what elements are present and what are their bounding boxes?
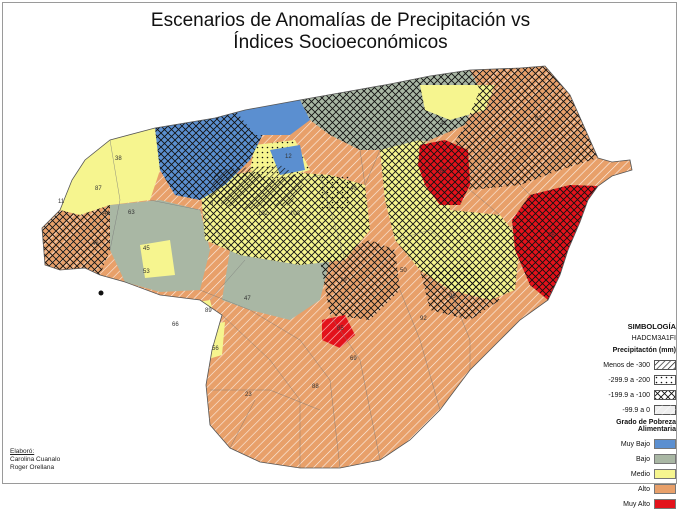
municipality-regions (42, 66, 632, 468)
legend-poverty-title: Grado de Pobreza Alimentaria (616, 419, 676, 433)
legend-item-label: -199.9 a -100 (608, 391, 650, 399)
legend-item-label: -99.9 a 0 (622, 406, 650, 414)
municipality-label: 79 (340, 278, 347, 284)
legend-model: HADCM3A1FI (631, 335, 676, 342)
title-line-2: Índices Socioeconómicos (233, 32, 448, 53)
municipality-label: 3 (210, 201, 214, 207)
municipality-label: 98 (449, 294, 456, 300)
municipality-label: 12 (285, 154, 292, 160)
map-title: Escenarios de Anomalías de Precipitación… (0, 10, 681, 54)
map-legend: SIMBOLOGÍA HADCM3A1FI Precipitactón (mm)… (584, 322, 676, 513)
municipality-label: 40 (350, 186, 357, 192)
municipality-label: 63 (128, 210, 135, 216)
legend-heading: SIMBOLOGÍA (627, 322, 676, 331)
municipality-label: 11 (58, 199, 65, 205)
legend-item-label: Menos de -300 (603, 361, 650, 369)
legend-precip-item: -199.9 a -100 (584, 389, 676, 401)
legend-item-label: Muy Bajo (620, 440, 650, 448)
municipality-label: 76 (548, 233, 555, 239)
title-line-1: Escenarios de Anomalías de Precipitación… (150, 10, 531, 31)
legend-precip-item: -299.9 a -200 (584, 374, 676, 386)
legend-item-label: Bajo (635, 455, 650, 463)
municipality-label: 44 (103, 211, 110, 217)
municipality-label: 69 (350, 356, 357, 362)
municipality-label: 85 (337, 326, 344, 332)
municipality-label: 23 (245, 392, 252, 398)
legend-precip-item: Menos de -300 (584, 359, 676, 371)
municipality-label: 48 (92, 241, 99, 247)
credits: Elaboró: Carolina Cuanalo Roger Orellana (10, 448, 60, 472)
municipality-label: 92 (420, 316, 427, 322)
credits-author: Roger Orellana (10, 464, 55, 471)
municipality-label: 66 (172, 322, 179, 328)
municipality-label: 38 (115, 156, 122, 162)
medio-swatch (654, 469, 676, 479)
municipality-label: 103 (290, 211, 301, 217)
legend-precip-title: Precipitactón (mm) (612, 347, 676, 354)
municipality-label: 45 (143, 246, 150, 252)
dense-diagonal-swatch (654, 360, 676, 370)
small-island-marker (98, 290, 104, 296)
municipality-label: 102 (258, 211, 269, 217)
municipality-label: 88 (312, 384, 319, 390)
credits-author: Carolina Cuanalo (10, 456, 61, 463)
legend-poverty-item: Muy Alto (584, 498, 676, 510)
muy-bajo-swatch (654, 439, 676, 449)
municipality-label: 87 (95, 186, 102, 192)
crosshatch-swatch (654, 390, 676, 400)
alto-swatch (654, 484, 676, 494)
yucatan-map: 38 87 11 44 63 48 45 53 66 89 56 47 88 2… (41, 65, 633, 469)
municipality-label: 47 (244, 296, 251, 302)
legend-poverty-item: Alto (584, 483, 676, 495)
municipality-label: 89 (205, 308, 212, 314)
municipality-label: 56 (212, 346, 219, 352)
legend-item-label: Medio (630, 470, 650, 478)
light-diagonal-swatch (654, 405, 676, 415)
municipality-label: 41 (440, 121, 447, 127)
bajo-swatch (654, 454, 676, 464)
municipality-label: 50 (400, 268, 407, 274)
credits-label: Elaboró: (10, 448, 35, 455)
municipality-label: 62 (535, 116, 542, 122)
dots-swatch (654, 375, 676, 385)
legend-item-label: -299.9 a -200 (608, 376, 650, 384)
legend-precip-item: -99.9 a 0 (584, 404, 676, 416)
legend-item-label: Alto (637, 485, 650, 493)
municipality-labels: 38 87 11 44 63 48 45 53 66 89 56 47 88 2… (58, 116, 555, 398)
state-outline (41, 65, 633, 469)
municipality-label: 53 (143, 269, 150, 275)
muy-alto-swatch (654, 499, 676, 509)
legend-poverty-item: Bajo (584, 453, 676, 465)
legend-poverty-item: Medio (584, 468, 676, 480)
legend-poverty-item: Muy Bajo (584, 438, 676, 450)
legend-item-label: Muy Alto (623, 500, 650, 508)
map-frame (2, 2, 677, 484)
municipality-label: 82 (440, 169, 447, 175)
